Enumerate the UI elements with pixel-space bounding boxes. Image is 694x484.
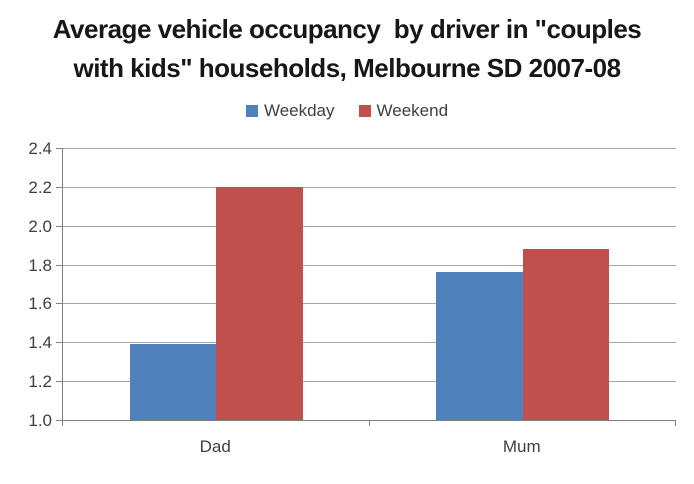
y-tick-label: 1.0 (28, 411, 52, 430)
x-axis-tick (369, 421, 370, 426)
bar-weekday-mum (436, 272, 523, 420)
bar-weekday-dad (129, 344, 217, 420)
x-axis-tick (62, 421, 63, 426)
chart-title-line-2: with kids" households, Melbourne SD 2007… (73, 53, 621, 83)
y-tick-label: 2.4 (28, 139, 52, 158)
category-label-dad: Dad (199, 437, 231, 456)
gridline (63, 186, 676, 188)
legend-label-weekday: Weekday (263, 101, 335, 120)
gridline (63, 303, 676, 305)
y-tick-label: 1.4 (28, 333, 52, 353)
chart-title: Average vehicle occupancy by driver in "… (0, 10, 694, 88)
legend-item-weekend: Weekend (358, 101, 449, 121)
y-axis-tick (56, 381, 62, 383)
y-axis-tick (56, 148, 62, 149)
y-axis-tick (56, 225, 62, 227)
weekday-swatch-icon (245, 105, 258, 117)
gridline (63, 225, 676, 227)
legend-label-weekend: Weekend (376, 101, 449, 120)
plot-area (62, 148, 676, 421)
y-tick-label: 1.6 (28, 294, 52, 314)
y-tick-label: 2.0 (28, 216, 52, 236)
y-axis-tick (56, 186, 62, 188)
chart-title-line-1: Average vehicle occupancy by driver in "… (52, 14, 642, 44)
bar-weekend-dad (216, 186, 303, 420)
y-tick-label: 2.2 (28, 177, 52, 197)
y-axis-tick (56, 264, 62, 266)
gridline (63, 342, 676, 344)
gridline (63, 381, 676, 383)
y-axis-tick (56, 420, 62, 421)
weekend-swatch-icon (358, 105, 371, 117)
y-axis-tick (56, 342, 62, 344)
category-label-mum: Mum (502, 437, 541, 456)
x-axis-tick (675, 421, 676, 426)
gridline (63, 148, 676, 149)
y-tick-label: 1.2 (28, 372, 52, 392)
legend-item-weekday: Weekday (245, 101, 335, 121)
legend: Weekday Weekend (0, 101, 694, 121)
gridline (63, 264, 676, 266)
bar-weekend-mum (522, 249, 610, 420)
y-tick-label: 1.8 (28, 255, 52, 275)
y-axis-tick (56, 303, 62, 305)
